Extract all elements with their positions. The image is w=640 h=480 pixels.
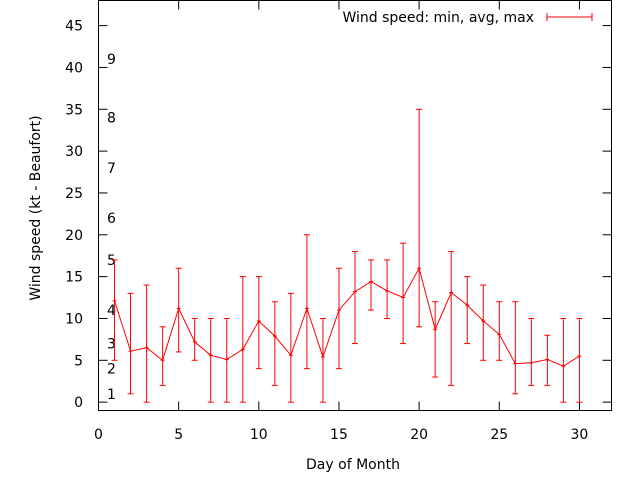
beaufort-label: 7 <box>107 161 116 177</box>
y-tick-label: 10 <box>65 311 83 327</box>
legend: Wind speed: min, avg, max <box>342 10 593 26</box>
beaufort-label: 4 <box>107 303 116 319</box>
x-tick-label: 25 <box>490 427 508 443</box>
beaufort-label: 5 <box>107 253 116 269</box>
y-tick-label: 0 <box>74 395 83 411</box>
beaufort-label: 3 <box>107 337 116 353</box>
y-axis-label: Wind speed (kt - Beaufort) <box>28 115 44 300</box>
error-bars <box>111 108 583 403</box>
beaufort-label: 9 <box>107 52 116 68</box>
y-tick-label: 25 <box>65 186 83 202</box>
y-tick-label: 30 <box>65 144 83 160</box>
beaufort-label: 6 <box>107 211 116 227</box>
x-tick-label: 0 <box>94 427 103 443</box>
avg-point-marker <box>577 354 582 359</box>
y-tick-label: 45 <box>65 19 83 35</box>
y-tick-label: 5 <box>74 353 83 369</box>
y-tick-label: 40 <box>65 60 83 76</box>
x-tick-label: 5 <box>174 427 183 443</box>
x-tick-label: 10 <box>250 427 268 443</box>
y-tick-label: 20 <box>65 228 83 244</box>
beaufort-label: 2 <box>107 362 116 378</box>
beaufort-label: 8 <box>107 111 116 127</box>
x-axis-label: Day of Month <box>306 457 400 473</box>
plot-frame <box>98 0 612 411</box>
y-tick-label: 15 <box>65 270 83 286</box>
x-axis-ticks: 0 5 10 15 20 25 30 <box>94 0 589 443</box>
x-tick-label: 15 <box>330 427 348 443</box>
beaufort-annotations: 1 2 3 4 5 6 7 8 9 <box>107 52 116 403</box>
legend-label: Wind speed: min, avg, max <box>342 10 534 26</box>
y-tick-label: 35 <box>65 102 83 118</box>
x-tick-label: 20 <box>410 427 428 443</box>
x-tick-label: 30 <box>571 427 589 443</box>
series-line <box>114 266 580 367</box>
beaufort-label: 1 <box>107 387 116 403</box>
